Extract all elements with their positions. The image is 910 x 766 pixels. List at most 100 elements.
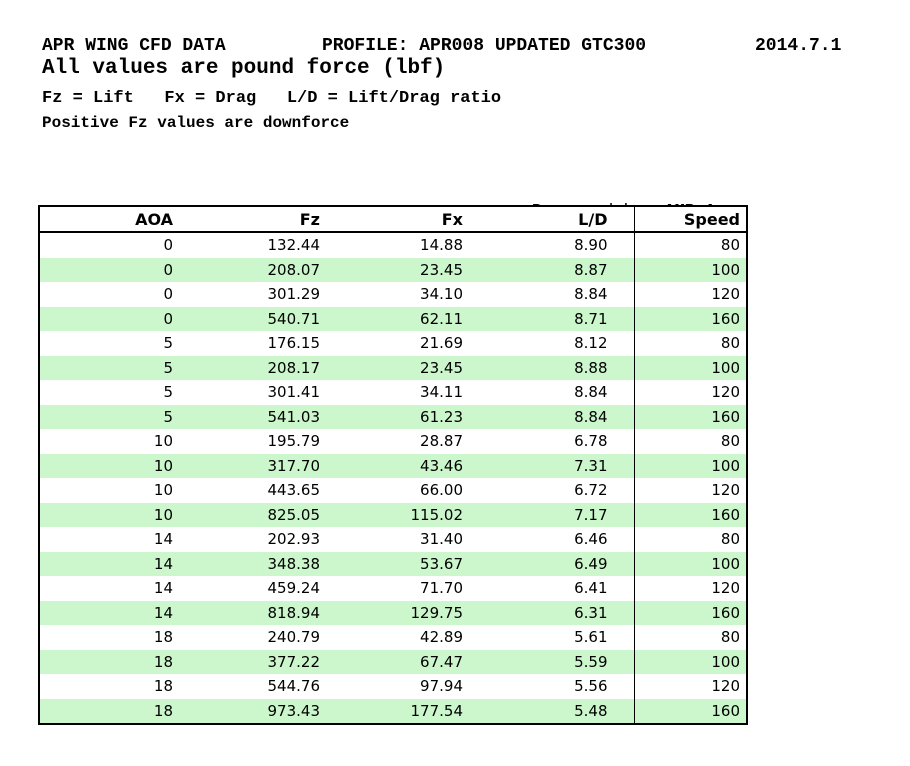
table-row: 0 208.07 23.45 8.87 100 [39, 257, 747, 282]
cell-speed: 100 [633, 355, 747, 380]
cell-aoa: 0 [163, 260, 173, 279]
cell-aoa: 18 [153, 701, 173, 720]
cell-fz: 540.71 [267, 309, 321, 328]
cell-fz: 317.70 [267, 456, 321, 475]
cell-fx: 66.00 [420, 481, 463, 500]
legend-line: Fz = Lift Fx = Drag L/D = Lift/Drag rati… [42, 89, 502, 108]
cell-ld: 8.90 [574, 236, 608, 255]
cell-aoa: 14 [153, 554, 173, 573]
cell-speed: 160 [633, 600, 747, 625]
cell-fx: 31.40 [420, 530, 463, 549]
cell-fz: 132.44 [267, 236, 321, 255]
cell-fz: 377.22 [267, 652, 321, 671]
cell-speed: 80 [633, 625, 747, 650]
cell-fz: 818.94 [267, 603, 321, 622]
cell-aoa: 18 [153, 628, 173, 647]
table-row: 10 317.70 43.46 7.31 100 [39, 453, 747, 478]
cell-fz: 240.79 [267, 628, 321, 647]
cell-aoa: 0 [163, 309, 173, 328]
cell-fx: 62.11 [420, 309, 463, 328]
cell-fx: 28.87 [420, 432, 463, 451]
cell-speed: 160 [633, 306, 747, 331]
cell-fx: 43.46 [420, 456, 463, 475]
cell-aoa: 10 [153, 456, 173, 475]
cell-fz: 544.76 [267, 677, 321, 696]
cell-fx: 67.47 [420, 652, 463, 671]
column-header-fx: Fx [328, 206, 471, 233]
units-subtitle: All values are pound force (lbf) [42, 57, 446, 80]
cell-speed: 100 [633, 551, 747, 576]
table-row: 0 301.29 34.10 8.84 120 [39, 282, 747, 307]
cell-speed: 120 [633, 380, 747, 405]
cfd-data-table: AOA Fz Fx L/D Speed 0 132.44 14.88 8.90 80 0 2… [38, 205, 748, 725]
cell-fx: 23.45 [420, 260, 463, 279]
cell-speed: 100 [633, 453, 747, 478]
cell-fx: 115.02 [410, 505, 464, 524]
table-row: 0 540.71 62.11 8.71 160 [39, 306, 747, 331]
profile-label: PROFILE: APR008 UPDATED GTC300 [322, 36, 647, 56]
column-header-speed: Speed [633, 206, 747, 233]
cell-fz: 973.43 [267, 701, 321, 720]
column-header-ld: L/D [471, 206, 634, 233]
cell-aoa: 10 [153, 481, 173, 500]
cell-aoa: 10 [153, 505, 173, 524]
table-row: 18 544.76 97.94 5.56 120 [39, 674, 747, 699]
cell-ld: 6.49 [574, 554, 608, 573]
cell-aoa: 14 [153, 530, 173, 549]
cell-speed: 160 [633, 404, 747, 429]
downforce-note: Positive Fz values are downforce [42, 114, 350, 132]
cell-fx: 129.75 [410, 603, 464, 622]
cell-aoa: 0 [163, 236, 173, 255]
cell-aoa: 5 [163, 383, 173, 402]
cell-ld: 6.31 [574, 603, 608, 622]
cell-ld: 6.78 [574, 432, 608, 451]
cell-ld: 8.87 [574, 260, 608, 279]
cell-speed: 80 [633, 232, 747, 258]
cell-aoa: 10 [153, 432, 173, 451]
cell-fz: 202.93 [267, 530, 321, 549]
cell-speed: 160 [633, 502, 747, 527]
cell-ld: 8.84 [574, 285, 608, 304]
cell-ld: 8.88 [574, 358, 608, 377]
cell-fx: 34.10 [420, 285, 463, 304]
cell-ld: 6.41 [574, 579, 608, 598]
cell-fx: 14.88 [420, 236, 463, 255]
cell-speed: 160 [633, 698, 747, 724]
cell-speed: 120 [633, 282, 747, 307]
cell-ld: 5.56 [574, 677, 608, 696]
cell-fx: 42.89 [420, 628, 463, 647]
cell-fx: 71.70 [420, 579, 463, 598]
cell-fz: 208.07 [267, 260, 321, 279]
table-row: 5 541.03 61.23 8.84 160 [39, 404, 747, 429]
cell-fz: 301.29 [267, 285, 321, 304]
cell-fx: 97.94 [420, 677, 463, 696]
report-title: APR WING CFD DATA [42, 36, 226, 56]
cell-ld: 8.84 [574, 407, 608, 426]
cell-speed: 80 [633, 429, 747, 454]
table-row: 5 176.15 21.69 8.12 80 [39, 331, 747, 356]
column-header-aoa: AOA [39, 206, 181, 233]
cell-ld: 5.61 [574, 628, 608, 647]
cell-speed: 120 [633, 576, 747, 601]
cell-fz: 443.65 [267, 481, 321, 500]
cell-fx: 34.11 [420, 383, 463, 402]
cell-fz: 195.79 [267, 432, 321, 451]
cell-fz: 301.41 [267, 383, 321, 402]
cell-speed: 100 [633, 649, 747, 674]
cell-ld: 8.12 [574, 334, 608, 353]
table-row: 10 443.65 66.00 6.72 120 [39, 478, 747, 503]
table-row: 18 240.79 42.89 5.61 80 [39, 625, 747, 650]
cell-fx: 23.45 [420, 358, 463, 377]
cell-fz: 825.05 [267, 505, 321, 524]
cell-aoa: 14 [153, 579, 173, 598]
column-header-fz: Fz [181, 206, 328, 233]
cell-ld: 5.48 [574, 701, 608, 720]
cell-fx: 21.69 [420, 334, 463, 353]
cell-ld: 5.59 [574, 652, 608, 671]
cell-aoa: 14 [153, 603, 173, 622]
cell-aoa: 18 [153, 677, 173, 696]
table-row: 14 202.93 31.40 6.46 80 [39, 527, 747, 552]
table-row: 5 208.17 23.45 8.88 100 [39, 355, 747, 380]
cell-fz: 459.24 [267, 579, 321, 598]
